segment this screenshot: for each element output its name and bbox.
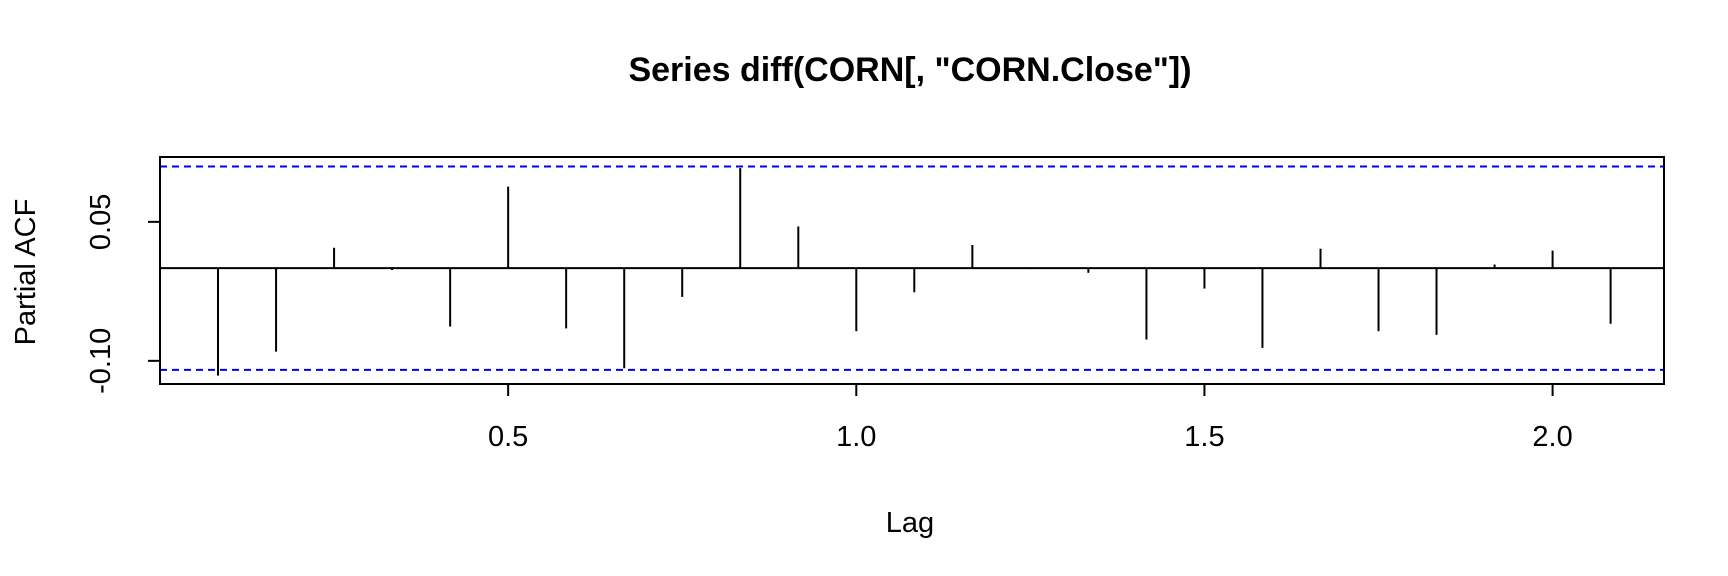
- x-tick-label: 2.0: [1532, 421, 1572, 453]
- x-tick-label: 1.0: [836, 421, 876, 453]
- x-tick-label: 1.5: [1184, 421, 1224, 453]
- y-tick-label: -0.10: [85, 328, 117, 394]
- x-axis-label: Lag: [886, 507, 934, 539]
- y-axis-label: Partial ACF: [10, 199, 42, 346]
- x-tick-label: 0.5: [488, 421, 528, 453]
- plot-area: 0.5 1.0 1.5 2.0 0.05 -0.10: [85, 156, 1665, 453]
- y-tick-label: 0.05: [85, 194, 117, 250]
- chart-title: Series diff(CORN[, "CORN.Close"]): [628, 51, 1191, 89]
- plot-frame: [159, 156, 1665, 385]
